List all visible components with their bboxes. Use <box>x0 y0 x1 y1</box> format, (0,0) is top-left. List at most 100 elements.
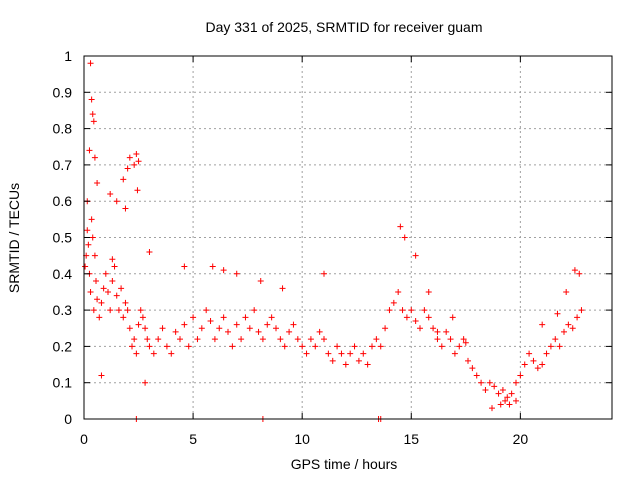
data-point <box>360 350 367 357</box>
data-point <box>504 394 511 401</box>
y-tick-label: 0.8 <box>53 121 73 137</box>
data-point <box>502 397 509 404</box>
data-point <box>543 350 550 357</box>
x-tick-label: 15 <box>403 431 419 447</box>
data-point <box>268 314 275 321</box>
data-point <box>486 379 493 386</box>
data-point <box>91 252 98 259</box>
data-point <box>547 343 554 350</box>
data-point <box>334 343 341 350</box>
data-point <box>286 328 293 335</box>
y-tick-label: 0.1 <box>53 375 73 391</box>
y-tick-label: 1 <box>64 48 72 64</box>
data-point <box>233 270 240 277</box>
data-point <box>373 336 380 343</box>
data-point <box>109 256 116 263</box>
data-point <box>401 234 408 241</box>
data-point <box>98 372 105 379</box>
y-tick-label: 0.3 <box>53 302 73 318</box>
data-point <box>499 386 506 393</box>
data-point <box>98 299 105 306</box>
data-point <box>87 288 94 295</box>
data-point <box>281 343 288 350</box>
data-point <box>556 343 563 350</box>
data-point <box>312 343 319 350</box>
data-point <box>115 307 122 314</box>
data-point <box>89 111 96 118</box>
data-point <box>369 343 375 350</box>
data-point <box>181 263 188 270</box>
y-tick-label: 0.7 <box>53 157 73 173</box>
data-point <box>257 278 264 285</box>
data-point <box>521 361 528 368</box>
data-point <box>135 321 142 328</box>
data-point <box>105 288 111 295</box>
data-point <box>220 267 227 274</box>
data-point <box>90 307 97 314</box>
data-point <box>443 328 450 335</box>
data-point <box>469 365 476 372</box>
data-point <box>451 350 458 357</box>
data-point <box>497 401 504 408</box>
data-point <box>539 321 546 328</box>
data-point <box>325 350 332 357</box>
data-point <box>220 314 227 321</box>
data-point <box>120 314 127 321</box>
data-point <box>229 343 236 350</box>
data-point <box>462 339 469 346</box>
data-point <box>552 336 559 343</box>
data-point <box>177 336 183 343</box>
data-point <box>554 310 561 317</box>
y-tick-labels: 0 0.1 0.2 0.3 0.4 0.5 0.6 0.7 0.8 0.9 1 <box>53 48 73 427</box>
data-point <box>277 336 284 343</box>
data-point <box>90 118 97 125</box>
data-point <box>129 343 135 350</box>
y-axis-label: SRMTID / TECUs <box>6 183 22 293</box>
x-tick-label: 20 <box>513 431 529 447</box>
data-point <box>203 307 210 314</box>
data-point <box>131 161 138 168</box>
data-point <box>395 288 402 295</box>
data-point <box>131 336 138 343</box>
data-point <box>408 307 415 314</box>
data-points <box>82 60 585 422</box>
data-point <box>513 379 519 386</box>
data-point <box>377 343 384 350</box>
y-tick-label: 0.4 <box>53 266 73 282</box>
data-point <box>124 165 131 172</box>
y-tick-label: 0.9 <box>53 84 73 100</box>
data-point <box>303 350 310 357</box>
data-point <box>421 307 428 314</box>
data-point <box>491 383 498 390</box>
data-point <box>109 278 116 285</box>
data-point <box>194 336 201 343</box>
data-point <box>425 314 432 321</box>
data-point <box>134 187 141 194</box>
data-point <box>118 285 125 292</box>
data-point <box>251 307 258 314</box>
data-point <box>142 325 149 332</box>
y-tick-label: 0.2 <box>53 338 73 354</box>
data-point <box>120 176 127 183</box>
data-point <box>347 350 354 357</box>
data-point <box>530 357 537 364</box>
data-point <box>155 336 162 343</box>
data-point <box>259 336 266 343</box>
data-point <box>126 154 133 161</box>
data-point <box>211 336 218 343</box>
data-point <box>133 151 140 158</box>
data-point <box>94 180 101 187</box>
data-point <box>122 299 129 306</box>
data-point <box>124 307 131 314</box>
x-tick-label: 0 <box>80 431 88 447</box>
x-tick-label: 10 <box>294 431 310 447</box>
data-point <box>571 267 578 274</box>
data-point <box>478 379 485 386</box>
data-point <box>150 350 157 357</box>
data-point <box>290 321 297 328</box>
data-point <box>163 343 170 350</box>
data-point <box>137 307 144 314</box>
data-point <box>539 361 546 368</box>
data-point <box>264 321 271 328</box>
